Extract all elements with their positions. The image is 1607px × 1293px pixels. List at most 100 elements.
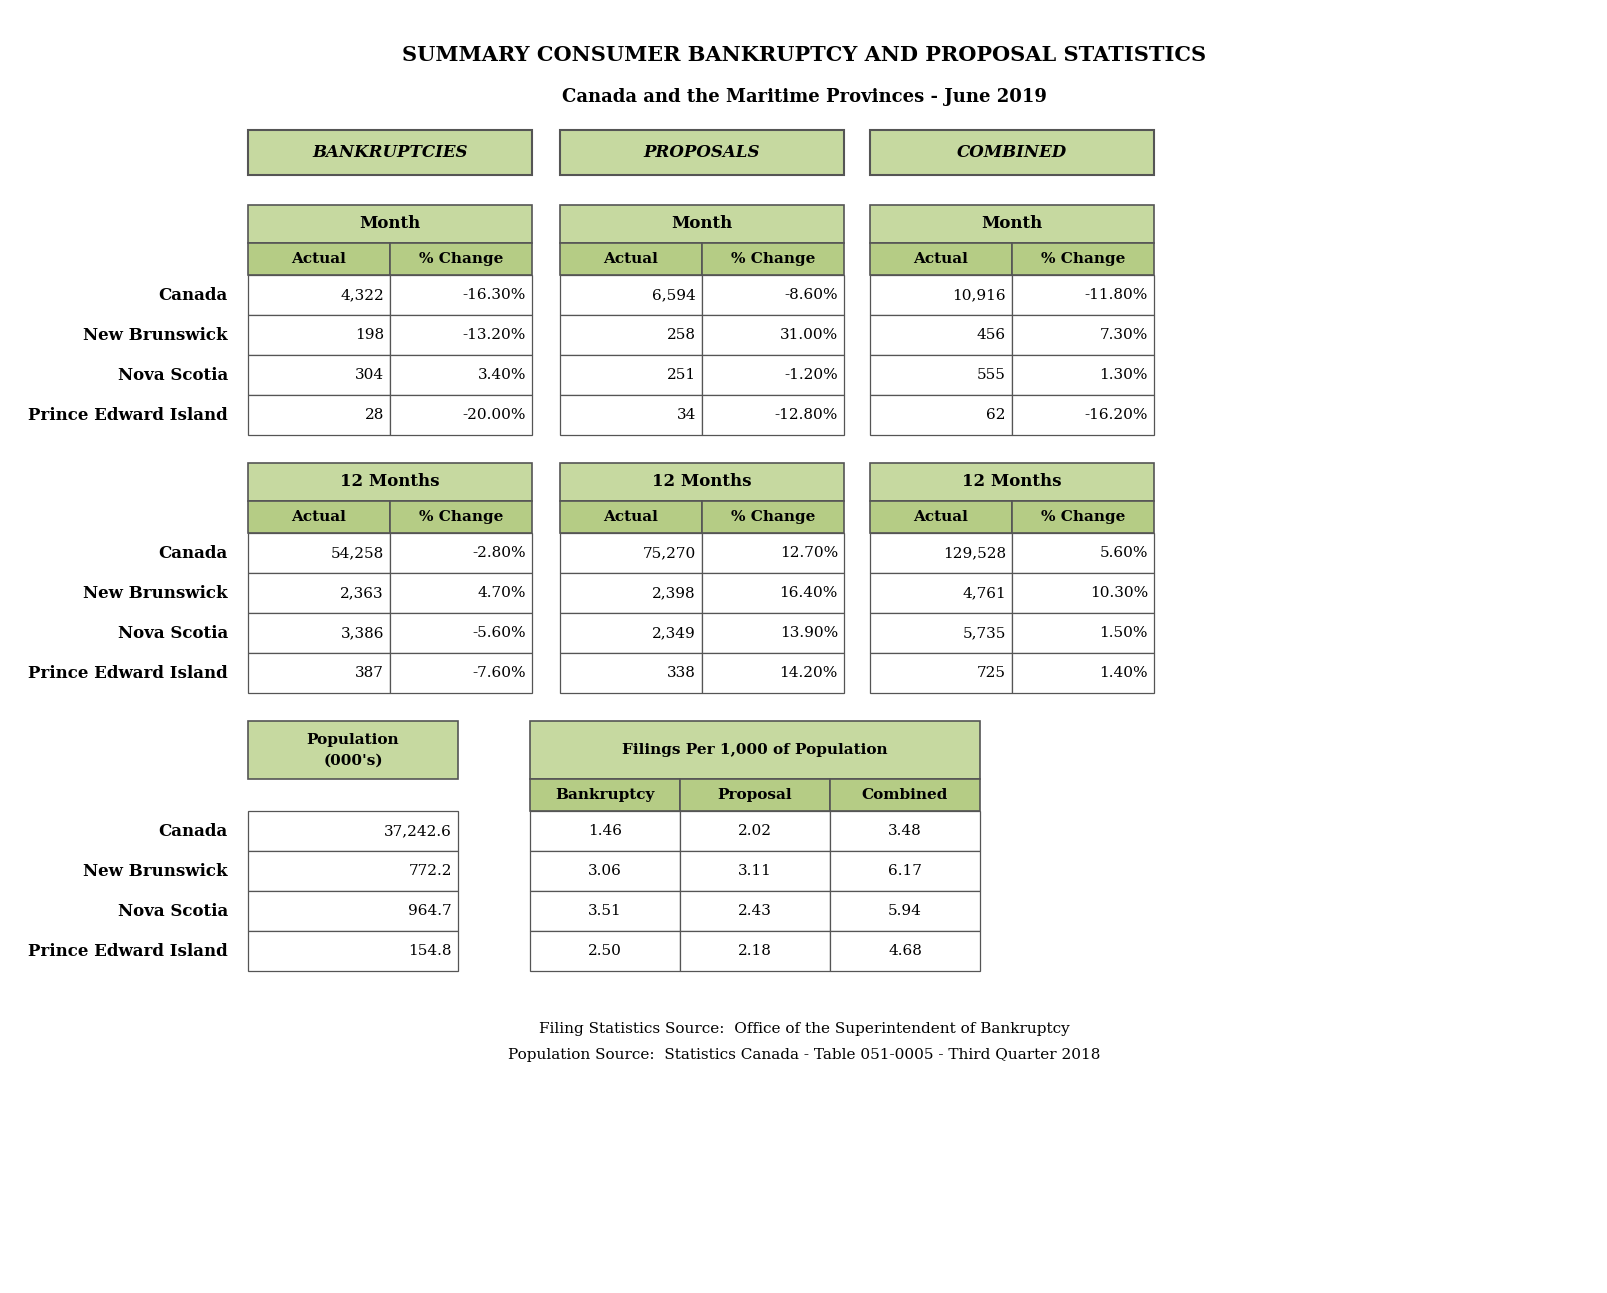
Bar	[247, 243, 391, 275]
Text: 10,916: 10,916	[951, 288, 1006, 303]
Text: 2,363: 2,363	[341, 586, 384, 600]
Text: 772.2: 772.2	[408, 864, 452, 878]
Bar	[680, 931, 829, 971]
Text: % Change: % Change	[418, 252, 503, 266]
Bar	[391, 275, 532, 315]
Bar	[702, 533, 844, 573]
Text: 964.7: 964.7	[408, 904, 452, 918]
Text: 2.43: 2.43	[738, 904, 771, 918]
Text: Canada: Canada	[159, 287, 228, 304]
Text: -8.60%: -8.60%	[784, 288, 837, 303]
Text: 31.00%: 31.00%	[779, 328, 837, 343]
Text: BANKRUPTCIES: BANKRUPTCIES	[312, 144, 468, 162]
Text: 1.50%: 1.50%	[1099, 626, 1147, 640]
Bar	[391, 533, 532, 573]
Bar	[869, 394, 1011, 434]
Text: 7.30%: 7.30%	[1099, 328, 1147, 343]
Bar	[702, 315, 844, 356]
Bar	[1011, 500, 1154, 533]
Text: 3.51: 3.51	[588, 904, 622, 918]
Bar	[869, 533, 1011, 573]
Text: Actual: Actual	[913, 509, 967, 524]
Text: Combined: Combined	[861, 787, 948, 802]
Bar	[829, 811, 979, 851]
Text: -16.30%: -16.30%	[463, 288, 525, 303]
Text: Canada: Canada	[159, 822, 228, 839]
Text: New Brunswick: New Brunswick	[84, 584, 228, 601]
Bar	[702, 573, 844, 613]
Text: -11.80%: -11.80%	[1085, 288, 1147, 303]
Bar	[559, 131, 844, 175]
Bar	[702, 243, 844, 275]
Bar	[247, 206, 532, 243]
Bar	[680, 891, 829, 931]
Text: Prince Edward Island: Prince Edward Island	[29, 943, 228, 959]
Text: Nova Scotia: Nova Scotia	[117, 625, 228, 641]
Text: PROPOSALS: PROPOSALS	[643, 144, 760, 162]
Text: Actual: Actual	[913, 252, 967, 266]
Text: 1.30%: 1.30%	[1099, 369, 1147, 381]
Bar	[391, 243, 532, 275]
Bar	[559, 653, 702, 693]
Text: 387: 387	[355, 666, 384, 680]
Text: 3,386: 3,386	[341, 626, 384, 640]
Bar	[1011, 394, 1154, 434]
Text: 2,349: 2,349	[652, 626, 696, 640]
Bar	[391, 500, 532, 533]
Text: 456: 456	[977, 328, 1006, 343]
Bar	[1011, 573, 1154, 613]
Text: -2.80%: -2.80%	[472, 546, 525, 560]
Text: -13.20%: -13.20%	[463, 328, 525, 343]
Bar	[247, 463, 532, 500]
Bar	[559, 243, 702, 275]
Text: 2,398: 2,398	[652, 586, 696, 600]
Bar	[247, 131, 532, 175]
Bar	[530, 851, 680, 891]
Bar	[702, 356, 844, 394]
Bar	[869, 243, 1011, 275]
Bar	[869, 500, 1011, 533]
Text: Prince Edward Island: Prince Edward Island	[29, 665, 228, 681]
Bar	[702, 500, 844, 533]
Text: 338: 338	[667, 666, 696, 680]
Text: % Change: % Change	[418, 509, 503, 524]
Bar	[530, 811, 680, 851]
Bar	[702, 394, 844, 434]
Bar	[869, 356, 1011, 394]
Bar	[869, 206, 1154, 243]
Text: New Brunswick: New Brunswick	[84, 862, 228, 879]
Bar	[1011, 613, 1154, 653]
Bar	[391, 653, 532, 693]
Text: 3.48: 3.48	[887, 824, 921, 838]
Text: Month: Month	[358, 216, 421, 233]
Bar	[869, 315, 1011, 356]
Bar	[247, 573, 391, 613]
Text: 3.40%: 3.40%	[477, 369, 525, 381]
Bar	[391, 394, 532, 434]
Bar	[247, 891, 458, 931]
Text: 5,735: 5,735	[963, 626, 1006, 640]
Bar	[869, 275, 1011, 315]
Text: Month: Month	[672, 216, 733, 233]
Bar	[869, 463, 1154, 500]
Text: 1.40%: 1.40%	[1099, 666, 1147, 680]
Text: Canada: Canada	[159, 544, 228, 561]
Text: Prince Edward Island: Prince Edward Island	[29, 406, 228, 424]
Bar	[702, 275, 844, 315]
Bar	[869, 131, 1154, 175]
Bar	[829, 891, 979, 931]
Bar	[680, 851, 829, 891]
Text: Canada and the Maritime Provinces - June 2019: Canada and the Maritime Provinces - June…	[561, 88, 1046, 106]
Text: SUMMARY CONSUMER BANKRUPTCY AND PROPOSAL STATISTICS: SUMMARY CONSUMER BANKRUPTCY AND PROPOSAL…	[402, 45, 1205, 65]
Text: 14.20%: 14.20%	[779, 666, 837, 680]
Bar	[391, 613, 532, 653]
Bar	[391, 315, 532, 356]
Text: 3.06: 3.06	[588, 864, 622, 878]
Text: -16.20%: -16.20%	[1083, 409, 1147, 422]
Bar	[247, 315, 391, 356]
Text: Actual: Actual	[603, 509, 657, 524]
Bar	[829, 851, 979, 891]
Bar	[680, 778, 829, 811]
Bar	[829, 931, 979, 971]
Bar	[559, 394, 702, 434]
